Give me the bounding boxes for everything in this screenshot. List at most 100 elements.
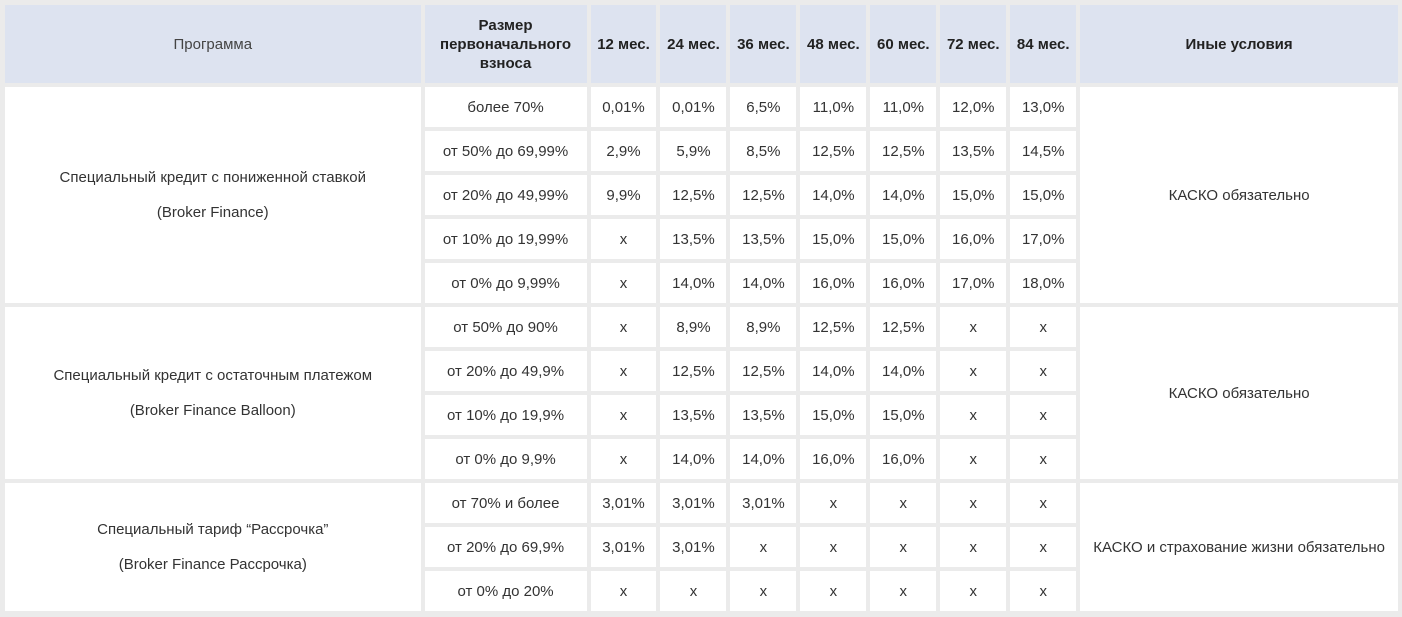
rate-cell: х <box>1010 571 1077 611</box>
rate-cell: 15,0% <box>800 219 867 259</box>
header-term-72: 72 мес. <box>940 5 1007 83</box>
program-name: Специальный кредит с пониженной ставкой <box>59 169 367 186</box>
table-row: от 10% до 19,99% х 13,5% 13,5% 15,0% 15,0% 16,… <box>5 219 1398 259</box>
rate-cell: х <box>590 263 657 303</box>
program-code: (Broker Finance) <box>156 204 269 221</box>
rate-cell: х <box>800 483 867 523</box>
rate-cell: 16,0% <box>800 439 867 479</box>
program-code: (Broker Finance Balloon) <box>129 402 296 419</box>
table-row: Специальный кредит с пониженной ставкой (… <box>5 87 1398 303</box>
rate-cell: 17,0% <box>1010 219 1077 259</box>
deposit-cell: от 50% до 90% <box>424 307 587 347</box>
header-term-36: 36 мес. <box>730 5 797 83</box>
rate-cell: 14,5% <box>1010 131 1077 171</box>
rate-cell: 13,0% <box>1010 87 1077 127</box>
rate-cell: 3,01% <box>660 527 727 567</box>
rate-cell: 14,0% <box>800 351 867 391</box>
rate-cell: 16,0% <box>800 263 867 303</box>
rate-cell: 12,5% <box>800 307 867 347</box>
rate-cell: 12,5% <box>660 351 727 391</box>
conditions-cell: КАСКО и страхование жизни обязательно <box>1080 483 1398 611</box>
program-name: Специальный тариф “Рассрочка” <box>97 521 329 538</box>
rate-cell: х <box>590 307 657 347</box>
table-row: от 0% до 20% х х х х х х х <box>5 571 1398 611</box>
rate-cell: 18,0% <box>1010 263 1077 303</box>
rate-cell: 15,0% <box>800 395 867 435</box>
table-header: Программа Размер первоначального взноса … <box>5 5 1398 83</box>
rate-cell: х <box>940 483 1007 523</box>
rate-cell: 12,5% <box>730 175 797 215</box>
rate-cell: 13,5% <box>660 395 727 435</box>
rate-cell: х <box>660 571 727 611</box>
rate-cell: 15,0% <box>870 395 937 435</box>
rate-cell: 14,0% <box>800 175 867 215</box>
rate-cell: 8,5% <box>730 131 797 171</box>
rate-cell: х <box>1010 483 1077 523</box>
rate-cell: 3,01% <box>590 483 657 523</box>
rate-cell: х <box>1010 307 1077 347</box>
rate-cell: х <box>1010 527 1077 567</box>
program-cell: Специальный кредит с остаточным платежом… <box>5 307 421 479</box>
deposit-cell: от 0% до 9,99% <box>424 263 587 303</box>
deposit-cell: от 0% до 20% <box>424 571 587 611</box>
program-name: Специальный кредит с остаточным платежом <box>53 367 373 384</box>
header-term-24: 24 мес. <box>660 5 727 83</box>
rate-cell: 8,9% <box>660 307 727 347</box>
rate-cell: 12,5% <box>870 307 937 347</box>
rate-cell: 3,01% <box>660 483 727 523</box>
rate-cell: 14,0% <box>870 175 937 215</box>
rate-cell: 15,0% <box>870 219 937 259</box>
table-row: от 50% до 69,99% 2,9% 5,9% 8,5% 12,5% 12,5% 13… <box>5 131 1398 171</box>
rate-cell: 14,0% <box>660 439 727 479</box>
rate-cell: 8,9% <box>730 307 797 347</box>
header-program: Программа <box>5 5 421 83</box>
deposit-cell: от 20% до 49,9% <box>424 351 587 391</box>
table-row: Специальный кредит с остаточным платежом… <box>5 307 1398 479</box>
rate-cell: х <box>730 527 797 567</box>
rate-cell: 9,9% <box>590 175 657 215</box>
rate-cell: 13,5% <box>730 395 797 435</box>
rate-cell: 12,5% <box>730 351 797 391</box>
rate-cell: х <box>940 439 1007 479</box>
rate-cell: х <box>1010 439 1077 479</box>
rate-cell: 2,9% <box>590 131 657 171</box>
rate-cell: х <box>800 527 867 567</box>
rate-cell: х <box>870 527 937 567</box>
deposit-cell: от 10% до 19,99% <box>424 219 587 259</box>
rate-cell: 14,0% <box>870 351 937 391</box>
header-term-60: 60 мес. <box>870 5 937 83</box>
rate-cell: х <box>940 395 1007 435</box>
table-row: от 20% до 49,99% 9,9% 12,5% 12,5% 14,0% 14,0%… <box>5 175 1398 215</box>
rate-cell: 14,0% <box>730 263 797 303</box>
program-cell: Специальный кредит с пониженной ставкой (… <box>5 87 421 303</box>
rate-cell: 12,5% <box>800 131 867 171</box>
deposit-cell: от 20% до 49,99% <box>424 175 587 215</box>
header-term-12: 12 мес. <box>590 5 657 83</box>
rate-cell: х <box>590 439 657 479</box>
table-body: Специальный кредит с пониженной ставкой (… <box>5 87 1398 611</box>
header-deposit: Размер первоначального взноса <box>424 5 587 83</box>
deposit-cell: от 0% до 9,9% <box>424 439 587 479</box>
rate-cell: х <box>590 571 657 611</box>
deposit-cell: от 50% до 69,99% <box>424 131 587 171</box>
table-row: от 20% до 69,9% 3,01% 3,01% х х х х х <box>5 527 1398 567</box>
rate-cell: 3,01% <box>730 483 797 523</box>
rate-cell: х <box>1010 351 1077 391</box>
table-row: от 20% до 49,9% х 12,5% 12,5% 14,0% 14,0% х х <box>5 351 1398 391</box>
deposit-cell: от 20% до 69,9% <box>424 527 587 567</box>
header-term-84: 84 мес. <box>1010 5 1077 83</box>
rate-cell: 12,5% <box>660 175 727 215</box>
rate-cell: 14,0% <box>660 263 727 303</box>
rate-cell: 0,01% <box>660 87 727 127</box>
rate-cell: х <box>870 571 937 611</box>
rate-cell: 13,5% <box>940 131 1007 171</box>
conditions-cell: КАСКО обязательно <box>1080 307 1398 479</box>
rate-cell: х <box>730 571 797 611</box>
rate-cell: 16,0% <box>870 439 937 479</box>
rate-cell: 11,0% <box>870 87 937 127</box>
rate-cell: 15,0% <box>940 175 1007 215</box>
program-cell: Специальный тариф “Рассрочка” (Broker Fin… <box>5 483 421 611</box>
rate-cell: 12,5% <box>870 131 937 171</box>
deposit-cell: более 70% <box>424 87 587 127</box>
